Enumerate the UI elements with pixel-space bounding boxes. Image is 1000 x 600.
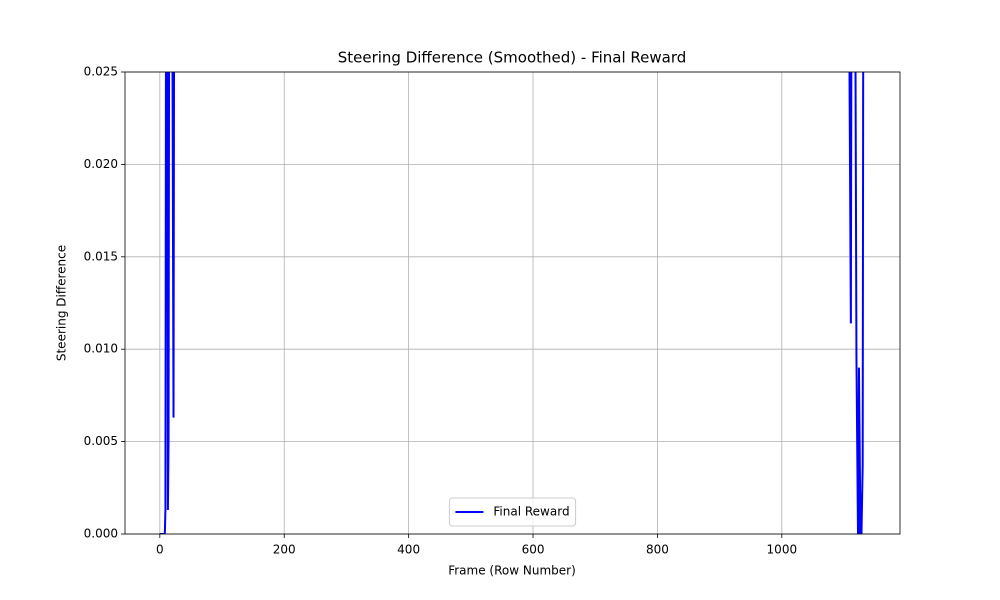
axes-frame [124, 71, 901, 535]
grid [125, 71, 900, 535]
x-tick-label: 200 [273, 543, 296, 557]
x-tick-label: 800 [646, 543, 669, 557]
chart-title: Steering Difference (Smoothed) - Final R… [338, 49, 687, 67]
y-axis-label: Steering Difference [55, 245, 69, 361]
x-tick-label: 600 [522, 543, 545, 557]
plot-area [159, 72, 865, 534]
y-tick-label: 0.000 [84, 527, 118, 541]
legend-label: Final Reward [493, 505, 569, 519]
x-axis-label: Frame (Row Number) [448, 564, 576, 578]
y-tick-label: 0.025 [84, 65, 118, 79]
y-tick-label: 0.005 [84, 434, 118, 448]
data-line [159, 72, 865, 534]
ticks: 0 200 400 600 800 1000 0.000 0.005 0.010 0.015 0.0… [84, 65, 797, 557]
x-tick-label: 1000 [767, 543, 798, 557]
x-tick-label: 0 [156, 543, 164, 557]
y-tick-label: 0.010 [84, 342, 118, 356]
x-tick-label: 400 [397, 543, 420, 557]
y-tick-label: 0.015 [84, 249, 118, 263]
legend-box [448, 497, 577, 527]
y-tick-label: 0.020 [84, 157, 118, 171]
legend: Final Reward [448, 497, 577, 527]
